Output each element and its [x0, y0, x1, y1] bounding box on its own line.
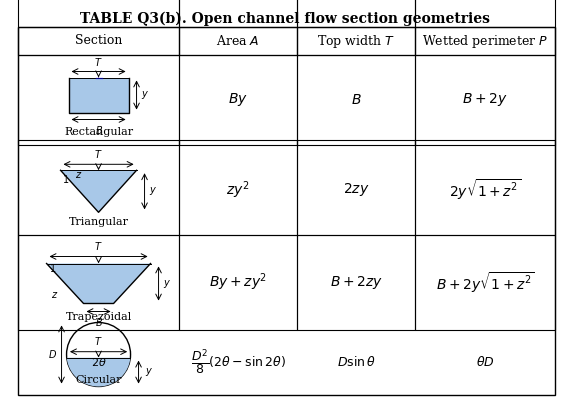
Text: $z$: $z$	[51, 291, 58, 300]
Text: $y$: $y$	[163, 278, 171, 289]
Text: $T$: $T$	[94, 55, 103, 68]
Bar	[297, 27, 415, 55]
Text: $2\theta$: $2\theta$	[91, 357, 106, 368]
Text: $zy^2$: $zy^2$	[226, 179, 250, 201]
Bar	[18, 235, 179, 330]
Text: $2zy$: $2zy$	[343, 182, 370, 199]
Text: Trapezoidal: Trapezoidal	[66, 312, 132, 322]
Text: 1: 1	[50, 263, 56, 274]
Text: Top width $T$: Top width $T$	[317, 33, 395, 50]
Text: $By + zy^2$: $By + zy^2$	[209, 272, 267, 293]
Text: $B$: $B$	[351, 93, 362, 107]
Text: $\dfrac{D^2}{8}(2\theta - \sin 2\theta)$: $\dfrac{D^2}{8}(2\theta - \sin 2\theta)$	[191, 348, 285, 377]
Polygon shape	[47, 263, 150, 304]
Text: $D\sin\theta$: $D\sin\theta$	[337, 355, 376, 370]
Bar	[179, 140, 297, 235]
Bar	[297, 235, 415, 330]
Text: $B+2y\sqrt{1+z^2}$: $B+2y\sqrt{1+z^2}$	[436, 270, 535, 295]
Text: $\theta D$: $\theta D$	[476, 355, 494, 370]
Text: Section: Section	[75, 35, 122, 48]
Polygon shape	[61, 170, 136, 212]
Text: $y$: $y$	[149, 185, 157, 197]
Text: $B$: $B$	[95, 315, 102, 328]
Bar	[415, 235, 555, 330]
Text: $B$: $B$	[95, 123, 102, 136]
Text: $T$: $T$	[94, 241, 103, 252]
Bar	[18, 27, 179, 55]
Text: Rectangular: Rectangular	[64, 127, 133, 137]
Bar	[297, 140, 415, 235]
Bar	[415, 0, 555, 55]
Polygon shape	[67, 358, 130, 387]
Bar	[297, 0, 415, 55]
Text: $y$: $y$	[140, 89, 149, 101]
Bar	[18, 55, 179, 145]
Text: $B + 2zy$: $B + 2zy$	[330, 274, 383, 291]
Text: $By$: $By$	[228, 92, 248, 109]
Bar	[415, 27, 555, 55]
Text: $z$: $z$	[75, 170, 82, 180]
Text: Area $A$: Area $A$	[216, 34, 260, 48]
Bar	[179, 55, 297, 145]
Text: $T$: $T$	[94, 148, 103, 160]
Text: TABLE Q3(b). Open channel flow section geometries: TABLE Q3(b). Open channel flow section g…	[80, 12, 490, 26]
Text: Wetted perimeter $P$: Wetted perimeter $P$	[422, 33, 548, 50]
Bar	[179, 235, 297, 330]
Text: $B + 2y$: $B + 2y$	[462, 92, 508, 109]
Bar	[18, 0, 179, 55]
Text: $y$: $y$	[144, 366, 153, 378]
Bar	[297, 55, 415, 145]
Text: $D$: $D$	[48, 348, 57, 361]
Text: 1: 1	[63, 175, 68, 185]
Bar	[415, 55, 555, 145]
Text: $T$: $T$	[94, 335, 103, 347]
Bar	[415, 140, 555, 235]
Bar	[18, 140, 179, 235]
Text: Triangular: Triangular	[68, 217, 129, 227]
Bar	[179, 27, 297, 55]
Bar	[179, 0, 297, 55]
Text: $2y\sqrt{1+z^2}$: $2y\sqrt{1+z^2}$	[449, 177, 521, 202]
Text: Circular: Circular	[75, 375, 122, 385]
FancyBboxPatch shape	[68, 77, 129, 112]
